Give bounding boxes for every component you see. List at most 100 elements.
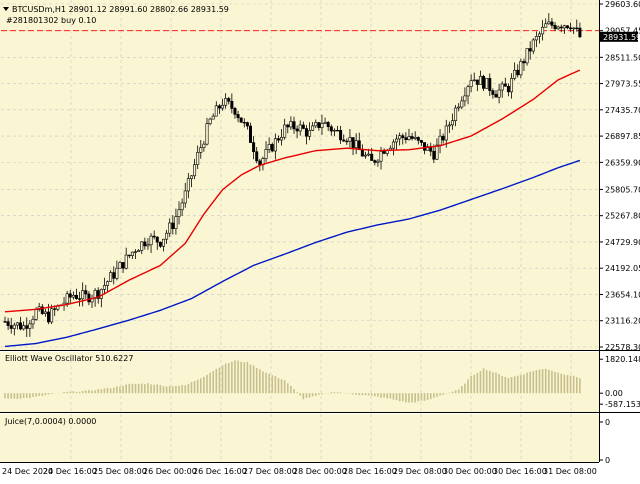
candle	[19, 316, 23, 331]
osc-tick-label: 0.00	[605, 389, 623, 398]
candle	[96, 287, 100, 304]
candle	[84, 284, 88, 299]
price-tick-label: 28511.50	[605, 53, 640, 62]
dropdown-triangle-icon[interactable]	[3, 7, 9, 11]
candle	[165, 229, 169, 244]
candle	[503, 77, 507, 87]
candle	[155, 236, 159, 250]
current-price-label: 28931.59	[603, 33, 640, 42]
candle	[199, 139, 203, 159]
candle	[497, 83, 501, 104]
candle	[326, 120, 330, 131]
candle	[534, 31, 538, 48]
candle	[482, 74, 486, 91]
candle	[314, 119, 318, 129]
candle	[295, 125, 299, 139]
candle	[12, 322, 16, 336]
candle	[217, 104, 221, 114]
candle	[273, 133, 277, 160]
osc-tick-label: 1820.1482	[605, 355, 640, 364]
candle	[391, 139, 395, 156]
candle	[432, 144, 436, 163]
candle	[168, 218, 172, 237]
candle	[562, 24, 566, 34]
candle	[183, 182, 187, 208]
candle	[531, 38, 535, 55]
candle	[214, 101, 218, 117]
candle	[115, 260, 119, 281]
candle	[112, 266, 116, 285]
candle	[553, 22, 557, 31]
candle	[78, 291, 82, 307]
candle	[301, 121, 305, 130]
candle	[457, 103, 461, 112]
candles	[3, 13, 582, 337]
candle	[528, 41, 532, 60]
candle	[248, 122, 252, 143]
candle	[547, 13, 551, 25]
order-info: #281801302 buy 0.10	[6, 16, 96, 25]
candle	[348, 129, 352, 149]
candle	[565, 25, 569, 30]
time-tick-label: 24 Dec 16:00	[43, 467, 97, 476]
candle	[9, 317, 13, 334]
candle	[419, 139, 423, 146]
candle	[264, 141, 268, 163]
candle	[230, 93, 234, 114]
candle	[71, 291, 75, 300]
candle	[513, 62, 517, 81]
candle	[152, 230, 156, 240]
oscillator-title: Elliott Wave Oscillator 510.6227	[5, 354, 133, 363]
candle	[6, 317, 10, 331]
candle	[323, 117, 327, 124]
price-tick-label: 26359.90	[605, 158, 640, 167]
candle	[22, 321, 26, 331]
time-tick-label: 29 Dec 08:00	[393, 467, 447, 476]
time-tick-label: 28 Dec 00:00	[293, 467, 347, 476]
time-tick-label: 26 Dec 16:00	[193, 467, 247, 476]
candle	[308, 122, 312, 141]
candle	[398, 132, 402, 146]
candle	[180, 198, 184, 216]
candle	[25, 317, 29, 337]
candle	[208, 117, 212, 126]
candle	[236, 110, 240, 123]
candle	[146, 238, 150, 250]
candle	[320, 114, 324, 135]
candle	[298, 120, 302, 136]
candle	[516, 64, 520, 78]
price-tick-label: 25805.70	[605, 185, 640, 194]
price-tick-label: 29603.60	[605, 0, 640, 9]
candle	[454, 104, 458, 127]
candle	[196, 145, 200, 170]
candle	[224, 93, 228, 109]
candle	[31, 315, 35, 329]
candle	[460, 96, 464, 110]
candle	[559, 24, 563, 33]
candle	[519, 58, 523, 79]
candle	[569, 22, 573, 32]
candle	[506, 83, 510, 97]
symbol-header: BTCUSDm,H1 28901.12 28991.60 28802.66 28…	[3, 5, 229, 14]
candle	[239, 117, 243, 123]
price-axis[interactable]: 29603.60 29057.45 28511.50 27973.55 27435.70…	[599, 0, 640, 465]
candle	[351, 137, 355, 155]
candle	[205, 117, 209, 146]
time-tick-label: 24 Dec 2020	[2, 467, 53, 476]
candle	[109, 270, 113, 282]
candle	[99, 288, 103, 308]
candle	[102, 277, 106, 295]
time-tick-label: 26 Dec 00:00	[143, 467, 197, 476]
candle	[441, 133, 445, 144]
juice-tick-label: 0	[605, 456, 610, 465]
candle	[121, 262, 125, 273]
candle	[494, 90, 498, 98]
candle	[267, 137, 271, 154]
candle	[311, 122, 315, 132]
candle	[177, 201, 181, 225]
candle	[404, 132, 408, 144]
candle	[329, 124, 333, 136]
